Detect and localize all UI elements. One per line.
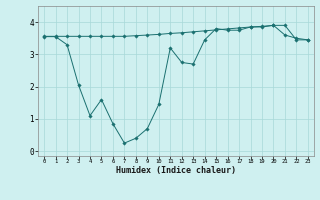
X-axis label: Humidex (Indice chaleur): Humidex (Indice chaleur)	[116, 166, 236, 175]
